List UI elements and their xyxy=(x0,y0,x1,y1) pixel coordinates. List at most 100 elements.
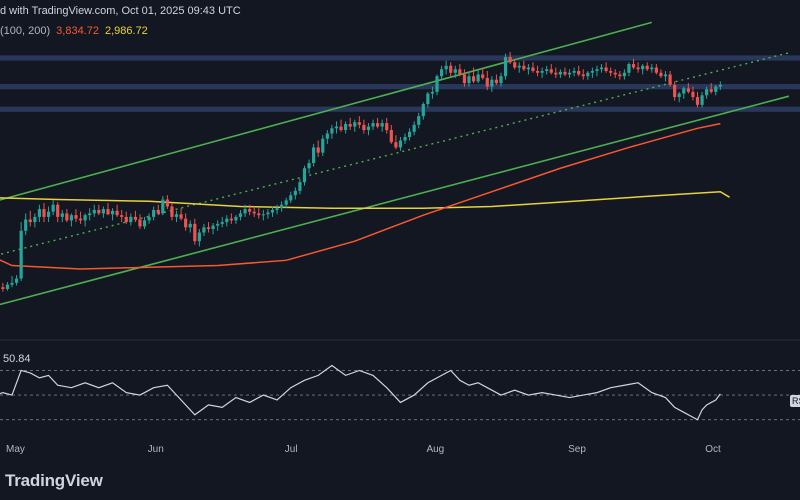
candle-body-64 xyxy=(266,212,270,215)
candle-body-70 xyxy=(293,190,297,196)
candle-body-138 xyxy=(604,67,608,71)
candle-body-109 xyxy=(471,76,476,82)
candle-body-32 xyxy=(120,215,124,217)
candle-body-29 xyxy=(106,209,110,215)
ma100-line xyxy=(0,122,721,270)
candle-body-52 xyxy=(211,225,215,230)
candle-body-9 xyxy=(14,278,19,283)
candle-body-17 xyxy=(51,204,55,212)
candle-body-44 xyxy=(174,214,179,217)
candle-body-89 xyxy=(380,123,384,127)
candle-body-130 xyxy=(567,72,572,75)
candlesticks xyxy=(1,51,722,292)
candle-body-92 xyxy=(394,142,398,148)
candle-body-124 xyxy=(540,71,544,73)
candle-body-83 xyxy=(353,122,357,127)
candle-body-49 xyxy=(197,232,201,242)
candle-body-126 xyxy=(549,69,553,73)
candle-body-115 xyxy=(499,76,503,84)
candle-body-125 xyxy=(545,69,549,71)
candle-body-153 xyxy=(673,84,677,98)
channel-upper-line xyxy=(0,21,653,201)
candle-body-154 xyxy=(677,93,681,98)
published-info: d with TradingView.com, Oct 01, 2025 09:… xyxy=(0,5,241,17)
candle-body-120 xyxy=(522,65,526,70)
month-label-jul: Jul xyxy=(284,444,298,455)
candle-body-90 xyxy=(385,123,389,131)
candle-body-123 xyxy=(535,71,540,73)
candle-body-15 xyxy=(42,209,46,217)
candle-body-8 xyxy=(10,282,14,285)
candle-body-148 xyxy=(650,67,654,70)
candle-body-36 xyxy=(138,219,142,227)
candle-body-105 xyxy=(453,69,457,73)
candle-body-111 xyxy=(481,74,485,78)
candle-body-68 xyxy=(284,200,288,205)
candle-body-46 xyxy=(184,218,188,228)
candle-body-6 xyxy=(1,287,5,289)
channel-lower-line xyxy=(0,95,790,306)
candle-body-97 xyxy=(417,116,421,125)
candle-body-162 xyxy=(714,86,718,92)
candle-body-21 xyxy=(69,215,74,221)
candle-body-22 xyxy=(74,215,78,219)
candle-body-28 xyxy=(101,209,105,214)
candle-body-82 xyxy=(348,123,352,127)
candle-body-143 xyxy=(627,64,631,73)
candle-body-18 xyxy=(56,204,60,217)
candle-body-65 xyxy=(270,209,275,213)
candle-body-149 xyxy=(654,67,658,73)
tradingview-logo: TradingView xyxy=(5,471,103,490)
candle-body-146 xyxy=(641,65,645,70)
candle-body-55 xyxy=(225,218,229,223)
candle-body-112 xyxy=(485,77,489,87)
moving-average-legend: (100, 200) 3,834.72 2,986.72 xyxy=(0,25,148,37)
candle-body-139 xyxy=(609,71,613,73)
candle-body-132 xyxy=(577,71,581,75)
candle-body-100 xyxy=(430,91,435,94)
candle-body-77 xyxy=(325,133,329,139)
candle-body-47 xyxy=(188,223,192,228)
candle-body-74 xyxy=(312,147,316,164)
candle-body-37 xyxy=(142,220,147,227)
candle-body-150 xyxy=(659,72,663,77)
candle-body-20 xyxy=(65,213,69,221)
candle-body-128 xyxy=(558,71,562,75)
candle-body-163 xyxy=(718,84,722,87)
rsi-pane xyxy=(0,364,800,421)
candle-body-58 xyxy=(238,213,243,217)
candle-body-80 xyxy=(339,126,343,131)
candle-body-147 xyxy=(645,65,649,70)
candle-body-121 xyxy=(526,67,531,70)
candle-body-81 xyxy=(344,123,348,131)
candle-body-116 xyxy=(503,57,508,77)
candle-body-84 xyxy=(357,122,361,125)
candle-body-60 xyxy=(248,209,252,212)
candle-body-94 xyxy=(403,137,407,141)
candle-body-69 xyxy=(289,195,293,201)
candle-body-155 xyxy=(682,88,686,94)
resistance-zone-0 xyxy=(0,55,800,61)
candle-body-117 xyxy=(508,57,512,63)
candle-body-96 xyxy=(412,124,416,132)
candle-body-19 xyxy=(60,213,64,217)
candle-body-160 xyxy=(705,89,709,96)
candle-body-61 xyxy=(252,211,256,214)
candle-body-141 xyxy=(618,74,622,77)
candle-body-108 xyxy=(467,76,471,84)
candle-body-144 xyxy=(631,64,636,68)
candle-body-56 xyxy=(229,218,233,221)
resistance-zone-2 xyxy=(0,106,800,112)
candle-body-50 xyxy=(202,227,206,233)
candle-body-34 xyxy=(129,216,133,223)
candle-body-7 xyxy=(5,284,10,289)
candle-body-72 xyxy=(302,168,307,183)
candle-body-10 xyxy=(19,230,23,279)
month-label-jun: Jun xyxy=(147,444,164,455)
candle-body-142 xyxy=(622,72,626,77)
candle-body-53 xyxy=(216,223,220,226)
resistance-zones xyxy=(0,55,800,112)
candle-body-14 xyxy=(37,209,42,217)
candle-body-51 xyxy=(206,227,211,230)
